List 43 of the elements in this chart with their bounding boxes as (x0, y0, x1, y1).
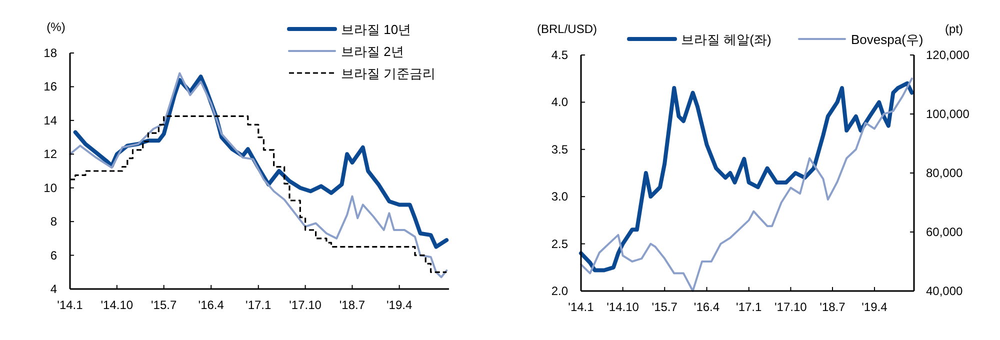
x-tick-label: '14.10 (606, 300, 640, 314)
y2-tick-label: 100,000 (926, 107, 970, 121)
y2-tick-label: 120,000 (926, 48, 970, 62)
x-tick-label: '17.10 (289, 298, 322, 312)
y-tick-label: 10 (44, 180, 58, 195)
x-tick-label: '17.1 (736, 300, 762, 314)
y-axis-title: (BRL/USD) (536, 22, 598, 36)
y2-axis-title: (pt) (945, 22, 964, 36)
y2-tick-label: 40,000 (926, 284, 964, 298)
y-tick-label: 8 (50, 214, 58, 229)
x-tick-label: '16.4 (694, 300, 720, 314)
x-tick-label: '16.4 (198, 298, 224, 312)
x-tick-label: '14.1 (57, 298, 84, 312)
x-tick-label: '19.4 (862, 300, 888, 314)
x-tick-label: '17.10 (774, 300, 808, 314)
legend-label: 브라질 10년 (341, 22, 412, 37)
y-axis-title: (%) (46, 20, 66, 34)
x-tick-label: '17.1 (246, 298, 272, 312)
y-tick-label: 14 (44, 113, 58, 128)
y-tick-label: 18 (44, 46, 58, 60)
x-tick-label: '15.7 (151, 298, 177, 312)
x-tick-label: '18.7 (820, 300, 846, 314)
legend-label: Bovespa(우) (851, 32, 924, 47)
legend-label: 브라질 헤알(좌) (681, 32, 772, 47)
y-tick-label: 2.0 (551, 284, 568, 298)
x-tick-label: '14.1 (568, 300, 594, 314)
y-tick-label: 2.5 (551, 236, 568, 251)
y-tick-label: 6 (50, 248, 58, 262)
y2-tick-label: 80,000 (926, 166, 964, 180)
y-tick-label: 4.5 (551, 48, 568, 62)
x-tick-label: '14.10 (100, 298, 134, 312)
legend-label: 브라질 2년 (341, 44, 404, 59)
y-tick-label: 16 (44, 80, 58, 94)
x-tick-label: '15.7 (652, 300, 678, 314)
y-tick-label: 3.0 (551, 190, 568, 204)
y-tick-label: 12 (44, 147, 58, 162)
y-tick-label: 3.5 (551, 142, 568, 156)
y2-tick-label: 60,000 (926, 225, 964, 239)
x-tick-label: '18.7 (339, 298, 366, 312)
legend-label: 브라질 기준금리 (341, 66, 436, 81)
x-tick-label: '19.4 (386, 298, 412, 312)
y-tick-label: 4.0 (551, 95, 568, 110)
y-tick-label: 4 (50, 282, 58, 296)
